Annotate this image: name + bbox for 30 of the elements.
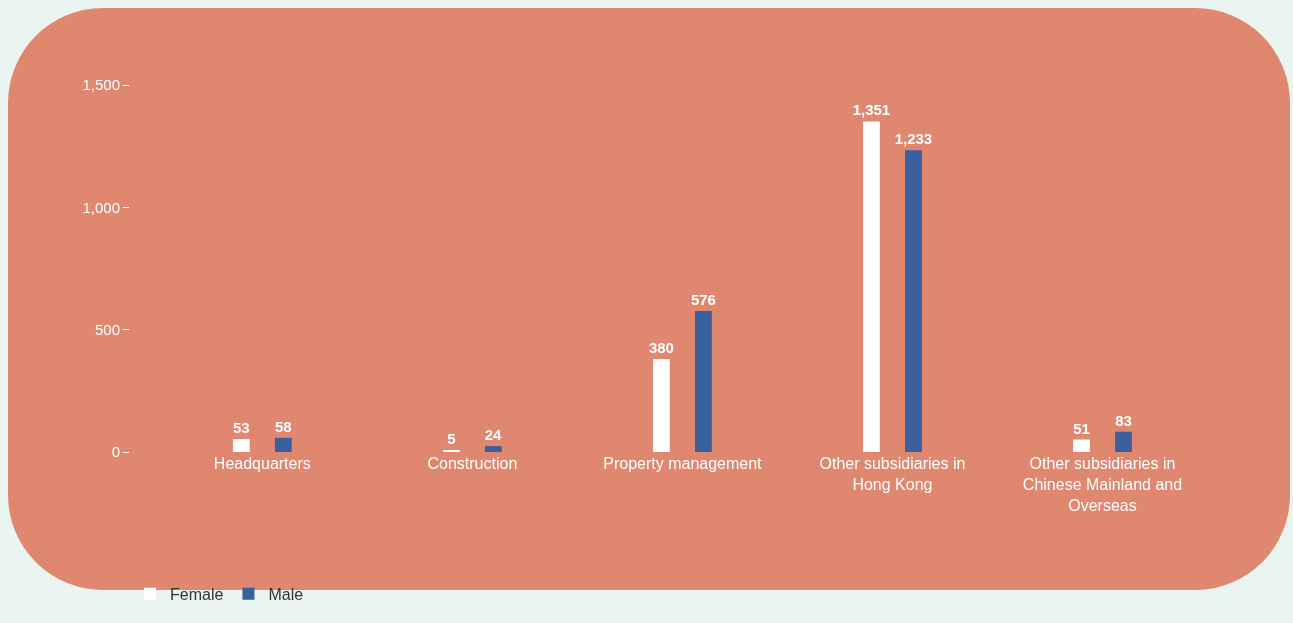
- data-label: 53: [232, 419, 250, 437]
- data-label: 1,351: [852, 101, 891, 119]
- data-label: 1,233: [894, 130, 933, 148]
- data-label: 5: [447, 430, 456, 447]
- bar: [1115, 431, 1132, 452]
- y-tick-label: 500: [94, 320, 120, 338]
- x-tick-label: Headquarters: [213, 455, 311, 472]
- bar: [863, 121, 880, 452]
- bar: [652, 359, 670, 452]
- bar: [274, 437, 292, 452]
- data-label: 576: [690, 291, 716, 309]
- data-label: 51: [1073, 419, 1090, 437]
- bar: [1073, 439, 1090, 452]
- y-tick-label: 1,500: [82, 76, 120, 94]
- x-tick-label: Property management: [603, 455, 763, 472]
- data-label: 24: [484, 426, 503, 444]
- legend-label: Male: [268, 585, 304, 603]
- y-tick-label: 0: [111, 443, 120, 461]
- x-tick-label: Other subsidiaries in Chinese Mainland and Overseas: [1022, 455, 1183, 514]
- data-label: 83: [1115, 411, 1132, 429]
- bar: [484, 446, 502, 452]
- bar: [695, 311, 712, 452]
- bar: [232, 439, 250, 452]
- data-label: 58: [274, 417, 292, 435]
- data-label: 380: [648, 339, 674, 357]
- y-tick-label: 1,000: [82, 198, 120, 216]
- x-tick-label: Construction: [427, 455, 518, 472]
- x-tick-label: Other subsidiaries in Hong Kong: [819, 455, 966, 493]
- bar: [905, 150, 922, 452]
- legend-label: Female: [170, 585, 224, 603]
